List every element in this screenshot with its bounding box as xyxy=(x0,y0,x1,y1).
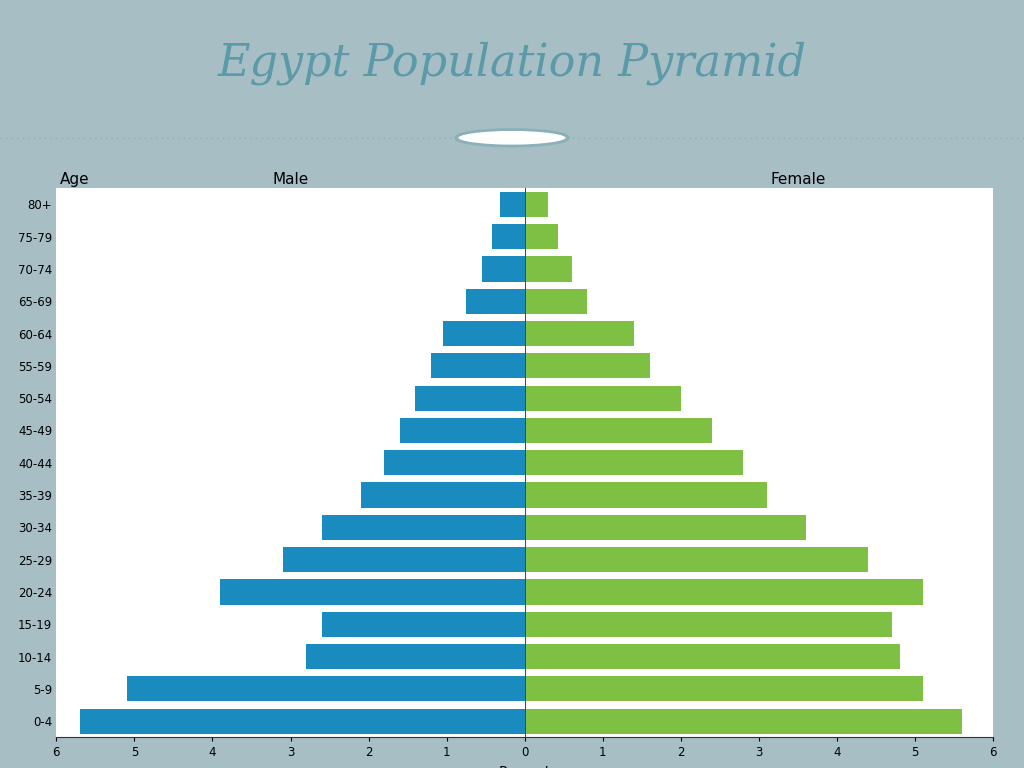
Bar xyxy=(442,321,525,346)
Bar xyxy=(127,677,525,701)
Bar xyxy=(466,289,525,314)
Bar xyxy=(80,709,525,733)
Bar xyxy=(525,547,868,572)
Bar xyxy=(525,353,650,379)
Bar xyxy=(525,709,963,733)
Text: Age: Age xyxy=(60,171,90,187)
Bar xyxy=(416,386,525,411)
X-axis label: Percent: Percent xyxy=(499,765,551,768)
Bar xyxy=(492,224,525,249)
Bar xyxy=(306,644,525,669)
Bar xyxy=(482,257,525,282)
Bar xyxy=(360,482,525,508)
Bar xyxy=(322,515,525,540)
Bar xyxy=(431,353,525,379)
Text: Female: Female xyxy=(770,171,825,187)
Bar xyxy=(525,677,923,701)
Text: Egypt Population Pyramid: Egypt Population Pyramid xyxy=(217,41,807,84)
Text: Male: Male xyxy=(272,171,308,187)
Bar xyxy=(525,579,923,604)
Bar xyxy=(525,644,900,669)
Bar xyxy=(525,611,892,637)
Bar xyxy=(525,224,558,249)
Bar xyxy=(322,611,525,637)
Bar xyxy=(525,418,713,443)
Bar xyxy=(220,579,525,604)
Bar xyxy=(500,192,525,217)
Bar xyxy=(525,321,634,346)
Bar xyxy=(525,482,767,508)
Bar xyxy=(525,257,571,282)
Bar xyxy=(525,386,681,411)
Bar xyxy=(283,547,525,572)
Circle shape xyxy=(459,130,565,146)
Bar xyxy=(525,515,806,540)
Bar xyxy=(384,450,525,475)
Bar xyxy=(525,450,743,475)
Bar xyxy=(400,418,525,443)
Bar xyxy=(525,192,548,217)
Bar xyxy=(525,289,588,314)
